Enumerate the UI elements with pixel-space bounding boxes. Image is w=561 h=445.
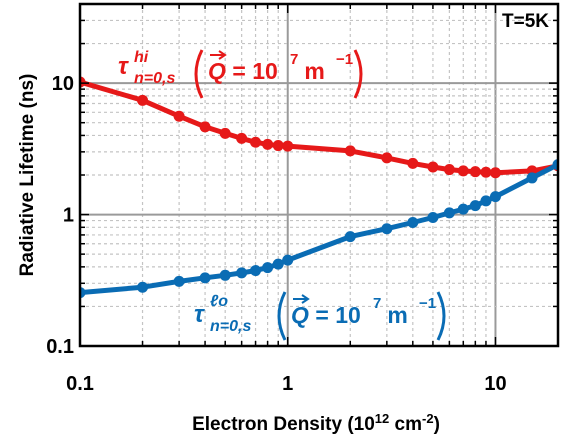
series-label-lo-exp: 7 — [373, 295, 381, 312]
data-point-1 — [137, 281, 149, 293]
x-axis-label-main: Electron Density (10 — [192, 414, 375, 435]
temperature-annotation: T=5K — [502, 11, 549, 32]
data-point-0 — [469, 166, 481, 178]
svg-text:τ: τ — [194, 301, 205, 328]
data-point-1 — [526, 172, 538, 184]
data-point-1 — [344, 231, 356, 243]
data-point-1 — [236, 267, 248, 279]
data-point-1 — [250, 265, 262, 277]
x-axis-label-mid: cm — [389, 414, 422, 435]
series-label-lo-unit-exp: −1 — [419, 295, 436, 312]
series-layer — [80, 76, 558, 299]
series-label-hi-sub: n=0,s — [134, 70, 175, 87]
svg-text:τ: τ — [118, 53, 129, 80]
series-label-hi: τ hi n=0,s Q = 10 7 m −1 — [118, 49, 363, 99]
data-point-1 — [480, 195, 492, 207]
series-label-lo-sup: ℓo — [210, 293, 228, 310]
series-label-lo-eq: = 10 — [309, 302, 361, 328]
axis-ticks: 0.1 1 10 0.1 1 10 — [46, 3, 559, 395]
x-axis-label-sup2: -2 — [422, 411, 434, 426]
data-point-1 — [282, 254, 294, 266]
data-point-1 — [469, 200, 481, 212]
data-point-0 — [344, 145, 356, 157]
data-point-1 — [272, 258, 284, 270]
series-label-hi-q: Q — [208, 58, 226, 84]
series-label-lo-sub: n=0,s — [210, 318, 251, 335]
data-point-1 — [427, 211, 439, 223]
data-point-0 — [272, 140, 284, 152]
series-label-hi-exp: 7 — [290, 51, 298, 68]
data-point-1 — [80, 287, 86, 299]
data-point-0 — [381, 152, 393, 164]
data-point-1 — [173, 275, 185, 287]
paren-left-lo — [277, 291, 287, 341]
data-point-0 — [250, 136, 262, 148]
data-point-1 — [381, 223, 393, 235]
series-label-hi-tau: τ — [118, 53, 129, 80]
series-label-lo-tau: τ — [194, 301, 205, 328]
y-tick-label: 1 — [63, 205, 74, 227]
data-point-0 — [457, 165, 469, 177]
data-point-1 — [407, 217, 419, 229]
y-tick-label: 0.1 — [46, 336, 74, 358]
data-point-0 — [427, 161, 439, 173]
x-tick-label: 0.1 — [66, 373, 94, 395]
data-point-1 — [489, 191, 501, 203]
data-point-1 — [457, 203, 469, 215]
data-point-0 — [236, 132, 248, 144]
data-point-0 — [282, 140, 294, 152]
data-point-0 — [80, 76, 86, 88]
data-point-1 — [552, 159, 558, 171]
data-point-0 — [407, 157, 419, 169]
data-point-0 — [137, 94, 149, 106]
data-point-1 — [262, 262, 274, 274]
data-point-0 — [262, 138, 274, 150]
series-label-hi-unit: m — [298, 58, 325, 84]
data-point-1 — [219, 269, 231, 281]
data-point-0 — [199, 121, 211, 133]
data-point-0 — [219, 127, 231, 139]
vector-arrow-lo — [293, 294, 310, 304]
data-point-1 — [443, 207, 455, 219]
series-label-hi-eq: = 10 — [226, 58, 278, 84]
data-point-0 — [489, 167, 501, 179]
data-point-1 — [199, 272, 211, 284]
x-tick-label: 10 — [484, 373, 506, 395]
data-point-0 — [443, 164, 455, 176]
x-axis-label-sup1: 12 — [375, 411, 389, 426]
data-point-0 — [480, 166, 492, 178]
series-label-hi-sup: hi — [134, 49, 149, 66]
paren-right-lo — [436, 291, 446, 341]
series-label-lo: τ ℓo n=0,s Q = 10 7 m −1 — [194, 291, 446, 341]
y-axis-label: Radiative Lifetime (ns) — [17, 74, 38, 277]
series-label-lo-q: Q — [291, 302, 309, 328]
vector-arrow-hi — [210, 50, 227, 60]
x-axis-label-end: ) — [434, 414, 440, 435]
x-tick-label: 1 — [282, 373, 293, 395]
series-label-hi-unit-exp: −1 — [336, 51, 353, 68]
paren-left-hi — [194, 49, 204, 99]
paren-right-hi — [353, 49, 363, 99]
data-point-0 — [173, 110, 185, 122]
x-axis-label: Electron Density (1012 cm-2) — [192, 411, 440, 435]
y-tick-label: 10 — [52, 73, 74, 95]
series-label-lo-unit: m — [381, 302, 408, 328]
